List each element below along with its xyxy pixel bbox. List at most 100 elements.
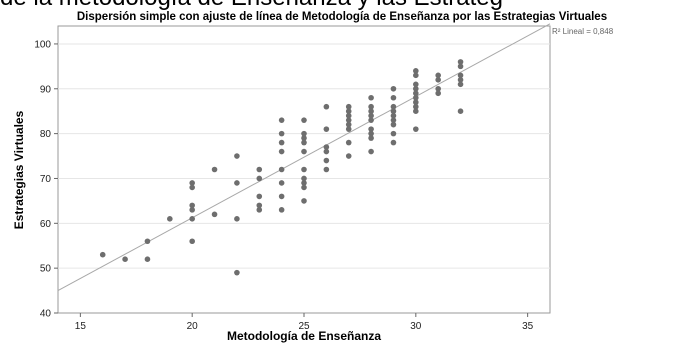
data-point <box>167 216 173 222</box>
data-point <box>301 148 307 155</box>
data-point <box>278 148 285 155</box>
data-point <box>301 180 307 186</box>
y-tick-label: 80 <box>40 129 52 140</box>
data-point <box>345 112 352 119</box>
data-point <box>413 72 419 79</box>
data-point <box>345 108 352 115</box>
data-point <box>256 202 263 209</box>
y-tick-label: 60 <box>40 219 52 230</box>
data-point <box>368 108 374 115</box>
data-point <box>278 166 285 173</box>
data-point <box>457 81 464 88</box>
data-point <box>413 126 419 132</box>
data-point <box>144 256 151 262</box>
data-point <box>256 166 263 173</box>
data-point <box>435 72 441 79</box>
data-point <box>390 130 397 137</box>
data-point <box>390 117 397 123</box>
x-axis-title: Metodología de Enseñanza <box>227 329 381 343</box>
data-point <box>301 184 307 191</box>
data-point <box>301 135 307 141</box>
data-point <box>323 144 330 150</box>
data-point <box>256 193 263 200</box>
data-point <box>413 85 419 92</box>
data-point <box>413 94 419 101</box>
data-point <box>368 130 374 137</box>
data-point <box>189 184 195 191</box>
data-point <box>413 81 419 88</box>
chart-title: Dispersión simple con ajuste de línea de… <box>77 11 607 23</box>
x-tick-label: 35 <box>522 321 534 332</box>
fit-line <box>57 23 551 292</box>
data-point <box>323 126 330 132</box>
data-point <box>234 269 240 276</box>
data-point <box>234 153 240 159</box>
data-point <box>189 238 195 245</box>
data-point <box>189 216 195 222</box>
data-point <box>413 108 419 115</box>
data-point <box>278 117 285 123</box>
data-point <box>301 166 307 173</box>
data-point <box>390 121 397 128</box>
data-point <box>390 94 397 101</box>
x-tick-label: 15 <box>75 321 87 332</box>
data-point <box>413 68 419 74</box>
data-point <box>278 207 285 213</box>
x-axis-ticks: 15 20 25 30 35 <box>75 313 534 332</box>
data-point <box>99 251 106 258</box>
data-point <box>144 238 151 245</box>
data-point <box>368 148 374 155</box>
data-point <box>345 153 352 159</box>
data-point <box>368 135 374 141</box>
data-point <box>323 157 330 164</box>
data-point <box>413 90 419 97</box>
data-point <box>189 202 195 209</box>
y-tick-label: 40 <box>40 309 52 320</box>
data-point <box>435 85 441 92</box>
data-point <box>301 198 307 204</box>
data-point <box>211 166 218 173</box>
data-points <box>99 59 464 276</box>
y-tick-label: 90 <box>40 84 52 95</box>
data-point <box>435 77 441 83</box>
y-axis-ticks: 40 50 60 70 80 90 100 <box>34 39 58 320</box>
x-tick-label: 20 <box>187 321 199 332</box>
data-point <box>390 103 397 110</box>
r-squared-label: R² Lineal = 0,848 <box>552 27 614 36</box>
data-point <box>234 216 240 222</box>
header-text-fragment: de la metodología de Enseñanza y las Est… <box>0 0 684 12</box>
x-tick-label: 25 <box>298 321 310 332</box>
data-point <box>390 112 397 119</box>
data-point <box>345 117 352 123</box>
data-point <box>390 139 397 146</box>
data-point <box>345 126 352 132</box>
data-point <box>323 166 330 173</box>
data-point <box>368 94 374 101</box>
data-point <box>301 117 307 123</box>
data-point <box>345 103 352 110</box>
y-axis-title: Estrategias Virtuales <box>12 110 26 229</box>
data-point <box>368 103 374 110</box>
data-point <box>323 103 330 110</box>
data-point <box>390 85 397 92</box>
data-point <box>345 121 352 128</box>
y-tick-label: 70 <box>40 174 52 185</box>
data-point <box>234 180 240 186</box>
data-point <box>368 117 374 123</box>
data-point <box>457 59 464 65</box>
data-point <box>189 207 195 213</box>
data-point <box>368 112 374 119</box>
data-point <box>256 175 263 182</box>
data-point <box>301 130 307 137</box>
data-point <box>323 148 330 155</box>
data-point <box>301 175 307 182</box>
data-point <box>435 90 441 97</box>
data-point <box>345 139 352 146</box>
data-point <box>301 139 307 146</box>
data-point <box>390 108 397 115</box>
data-point <box>211 211 218 218</box>
data-point <box>457 108 464 115</box>
data-point <box>189 180 195 186</box>
data-point <box>122 256 128 262</box>
